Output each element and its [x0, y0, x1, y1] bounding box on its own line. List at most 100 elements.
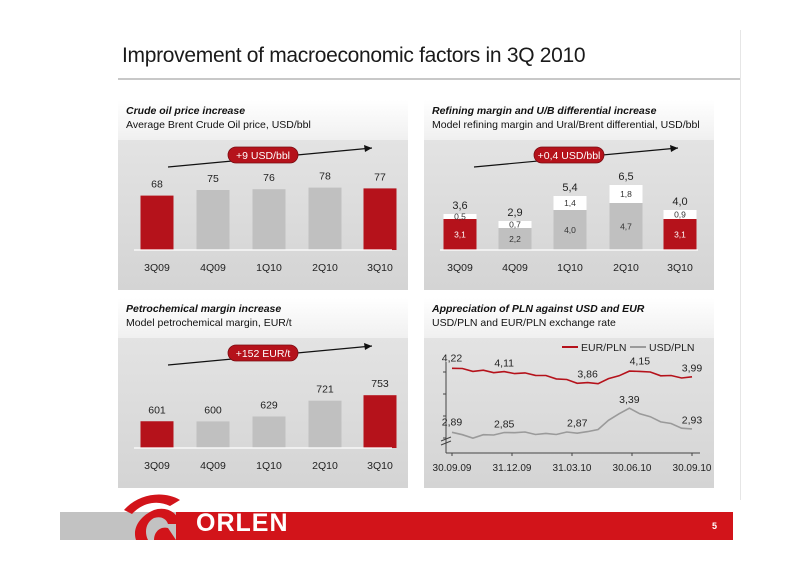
- segment-label-base: 4,0: [564, 225, 576, 235]
- trend-arrow-head: [364, 343, 372, 350]
- panel-body: EUR/PLN USD/PLN 30.09.09 31.12.09 31.03.10 30…: [424, 338, 714, 488]
- panel-body: +0,4 USD/bbl 3,1 0,5 3,6 2,2 0,7 2,9 4,0 1,4 5,4 4…: [424, 140, 714, 290]
- x-tick-label: 3Q10: [667, 262, 693, 274]
- bar-value-label: 68: [151, 179, 163, 191]
- x-tick-label: 31.03.10: [553, 463, 592, 474]
- panel-subtitle: Model refining margin and Ural/Brent dif…: [432, 119, 700, 131]
- bar-total-label: 2,9: [507, 207, 522, 219]
- bar-value-label: 75: [207, 173, 219, 185]
- data-label: 2,85: [494, 418, 515, 430]
- data-label: 3,39: [619, 394, 640, 406]
- bar-segment-top: [663, 210, 697, 219]
- panel-header: Crude oil price increase Average Brent C…: [118, 100, 408, 140]
- x-tick-label: 2Q10: [312, 262, 338, 274]
- bar: [363, 395, 397, 448]
- bar-segment-base: [663, 219, 697, 250]
- bar-value-label: 78: [319, 171, 331, 183]
- refining-panel: Refining margin and U/B differential inc…: [424, 100, 714, 290]
- bar-value-label: 753: [371, 378, 389, 390]
- annotation-badge: [533, 146, 605, 164]
- panel-subtitle: Model petrochemical margin, EUR/t: [126, 317, 292, 329]
- title-divider: [118, 78, 740, 80]
- panel-header: Petrochemical margin increase Model petr…: [118, 298, 408, 338]
- x-tick-label: 3Q10: [367, 262, 393, 274]
- bar: [308, 187, 342, 250]
- segment-label-top: 1,4: [564, 198, 576, 208]
- x-tick-label: 2Q10: [613, 262, 639, 274]
- segment-label-top: 0,9: [674, 210, 686, 220]
- bar: [308, 400, 342, 448]
- x-tick-label: 2Q10: [312, 460, 338, 472]
- panel-header: Refining margin and U/B differential inc…: [424, 100, 714, 140]
- data-label: 2,87: [567, 417, 588, 429]
- orlen-logo-text: ORLEN: [196, 509, 289, 537]
- segment-label-base: 2,2: [509, 234, 521, 244]
- segment-label-base: 3,1: [454, 230, 466, 240]
- annotation-label: +0,4 USD/bbl: [538, 150, 601, 162]
- legend-label: EUR/PLN: [581, 342, 627, 354]
- segment-label-base: 3,1: [674, 230, 686, 240]
- annotation-label: +9 USD/bbl: [236, 150, 290, 162]
- x-tick-label: 30.09.10: [673, 463, 712, 474]
- panel-title: Crude oil price increase: [126, 105, 246, 117]
- bar-total-label: 6,5: [618, 171, 633, 183]
- data-label: 4,11: [494, 357, 514, 369]
- x-tick-label: 4Q09: [200, 460, 226, 472]
- x-tick-label: 4Q09: [502, 262, 528, 274]
- x-tick-label: 4Q09: [200, 262, 226, 274]
- crude-oil-chart: +9 USD/bbl 68 75 76 78 77 3Q09 4Q09 1Q10 2Q10 3Q10: [134, 145, 397, 274]
- segment-label-top: 0,7: [509, 220, 521, 230]
- x-tick-label: 1Q10: [557, 262, 583, 274]
- trend-arrow-head: [364, 145, 372, 152]
- data-label: 3,86: [577, 368, 598, 380]
- footer-red-band: [176, 512, 733, 540]
- series-line: [451, 367, 693, 385]
- data-label: 2,89: [442, 416, 463, 428]
- bar-value-label: 76: [263, 172, 275, 184]
- petrochemical-chart: +152 EUR/t 601 600 629 721 753 3Q09 4Q09 1Q10 2Q1…: [134, 343, 397, 472]
- bar-value-label: 721: [316, 384, 334, 396]
- data-label: 3,99: [682, 363, 703, 375]
- x-tick-label: 3Q09: [144, 262, 170, 274]
- bar-value-label: 629: [260, 399, 278, 411]
- panel-title: Appreciation of PLN against USD and EUR: [432, 303, 645, 315]
- segment-label-base: 4,7: [620, 222, 632, 232]
- bar-segment-top: [443, 214, 477, 219]
- bar-segment-top: [609, 185, 643, 203]
- panel-body: +9 USD/bbl 68 75 76 78 77 3Q09 4Q09 1Q10 2Q10 3Q10: [118, 140, 408, 290]
- trend-arrow-head: [670, 145, 678, 152]
- x-tick-label: 30.06.10: [613, 463, 652, 474]
- panel-subtitle: Average Brent Crude Oil price, USD/bbl: [126, 119, 311, 131]
- petrochemical-panel: Petrochemical margin increase Model petr…: [118, 298, 408, 488]
- annotation-label: +152 EUR/t: [236, 348, 291, 360]
- series-line: [451, 407, 693, 439]
- bar: [196, 421, 230, 448]
- data-label: 2,93: [682, 415, 703, 427]
- bar: [196, 190, 230, 250]
- bar: [252, 189, 286, 250]
- panel-subtitle: USD/PLN and EUR/PLN exchange rate: [432, 317, 616, 329]
- panel-title: Petrochemical margin increase: [126, 303, 282, 315]
- panel-title: Refining margin and U/B differential inc…: [432, 105, 657, 117]
- pln-panel: Appreciation of PLN against USD and EUR …: [424, 298, 714, 488]
- bar-value-label: 600: [204, 404, 222, 416]
- bar: [140, 421, 174, 448]
- x-tick-label: 1Q10: [256, 460, 282, 472]
- bar-segment-top: [553, 196, 587, 210]
- axis-break-mark: [440, 436, 452, 446]
- legend-label: USD/PLN: [649, 342, 695, 354]
- bar: [363, 188, 397, 250]
- bar-total-label: 4,0: [672, 196, 687, 208]
- bar-total-label: 3,6: [452, 200, 467, 212]
- annotation-badge: [227, 146, 299, 164]
- page-number: 5: [712, 521, 718, 531]
- bar-value-label: 601: [148, 404, 166, 416]
- x-tick-label: 3Q10: [367, 460, 393, 472]
- bar-segment-base: [498, 228, 532, 250]
- panel-header: Appreciation of PLN against USD and EUR …: [424, 298, 714, 338]
- x-tick-label: 3Q09: [144, 460, 170, 472]
- exchange-rate-chart: EUR/PLN USD/PLN 30.09.09 31.12.09 31.03.10 30…: [433, 342, 712, 474]
- bar-segment-base: [443, 219, 477, 250]
- data-label: 4,15: [630, 356, 651, 368]
- slide-title: Improvement of macroeconomic factors in …: [122, 44, 586, 67]
